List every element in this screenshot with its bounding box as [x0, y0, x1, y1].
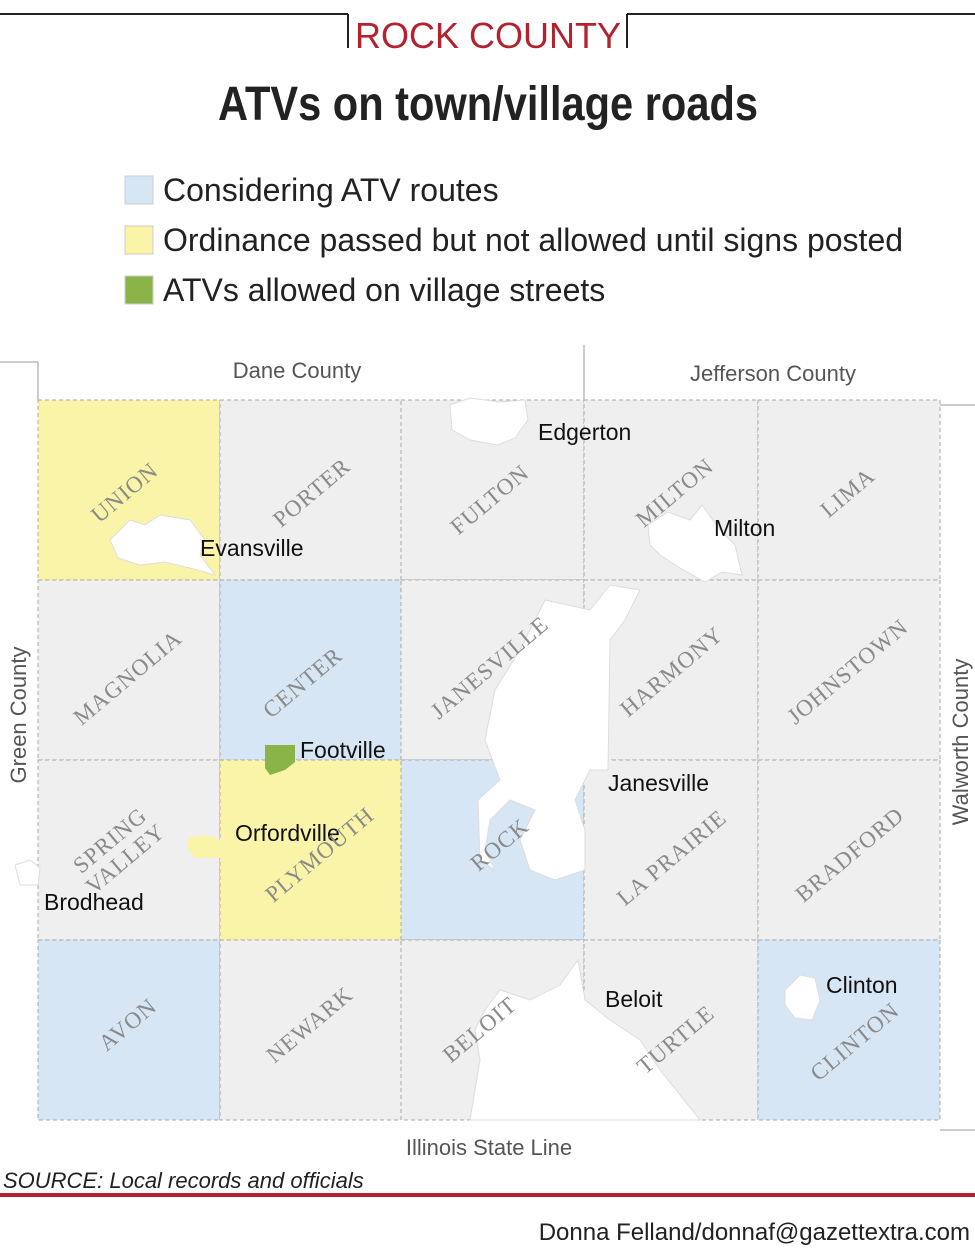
township — [757, 399, 941, 581]
township — [37, 939, 221, 1121]
city-label: Evansville — [200, 535, 304, 561]
neighbor-label: Illinois State Line — [406, 1135, 572, 1160]
footer-rule — [0, 1193, 975, 1197]
city-label: Milton — [714, 515, 775, 541]
city-area — [109, 514, 217, 576]
neighbor-label: Green County — [6, 647, 31, 784]
city-area — [784, 974, 821, 1021]
legend-label: ATVs allowed on village streets — [163, 272, 605, 308]
kicker: ROCK COUNTY — [355, 15, 621, 56]
city-label: Edgerton — [538, 419, 631, 445]
neighbor-label: Dane County — [233, 358, 361, 383]
legend-label: Ordinance passed but not allowed until s… — [163, 222, 903, 258]
township — [219, 399, 402, 581]
credit: Donna Felland/donnaf@gazettextra.com — [539, 1219, 970, 1246]
township — [37, 579, 221, 761]
title: ATVs on town/village roads — [218, 78, 758, 131]
city-label: Clinton — [826, 972, 898, 998]
city-area — [477, 584, 641, 881]
legend-swatch — [124, 175, 154, 205]
legend-swatch — [124, 225, 154, 255]
city-area — [265, 745, 295, 775]
neighbor-label: Jefferson County — [690, 361, 856, 386]
city-label: Brodhead — [44, 889, 144, 915]
source: SOURCE: Local records and officials — [3, 1168, 364, 1193]
city-label: Footville — [300, 737, 386, 763]
township — [219, 939, 402, 1121]
legend-swatch — [124, 275, 154, 305]
neighbor-label: Walworth County — [948, 659, 973, 826]
city-area — [449, 397, 529, 446]
legend-label: Considering ATV routes — [163, 172, 499, 208]
header-rules — [0, 13, 975, 48]
city-label: Beloit — [605, 986, 663, 1012]
township — [219, 759, 402, 941]
township — [219, 579, 402, 761]
city-area — [469, 958, 702, 1121]
city-area — [14, 859, 41, 886]
township — [757, 579, 941, 761]
city-label: Janesville — [608, 770, 709, 796]
city-area — [188, 835, 222, 858]
city-label: Orfordville — [235, 820, 340, 846]
township — [757, 939, 941, 1121]
county-borders — [0, 345, 975, 1131]
legend: Considering ATV routes Ordinance passed b… — [124, 172, 903, 308]
cities: Edgerton Evansville Milton Footville Janesvi… — [14, 397, 898, 1121]
city-area — [647, 504, 743, 583]
township — [757, 759, 941, 941]
